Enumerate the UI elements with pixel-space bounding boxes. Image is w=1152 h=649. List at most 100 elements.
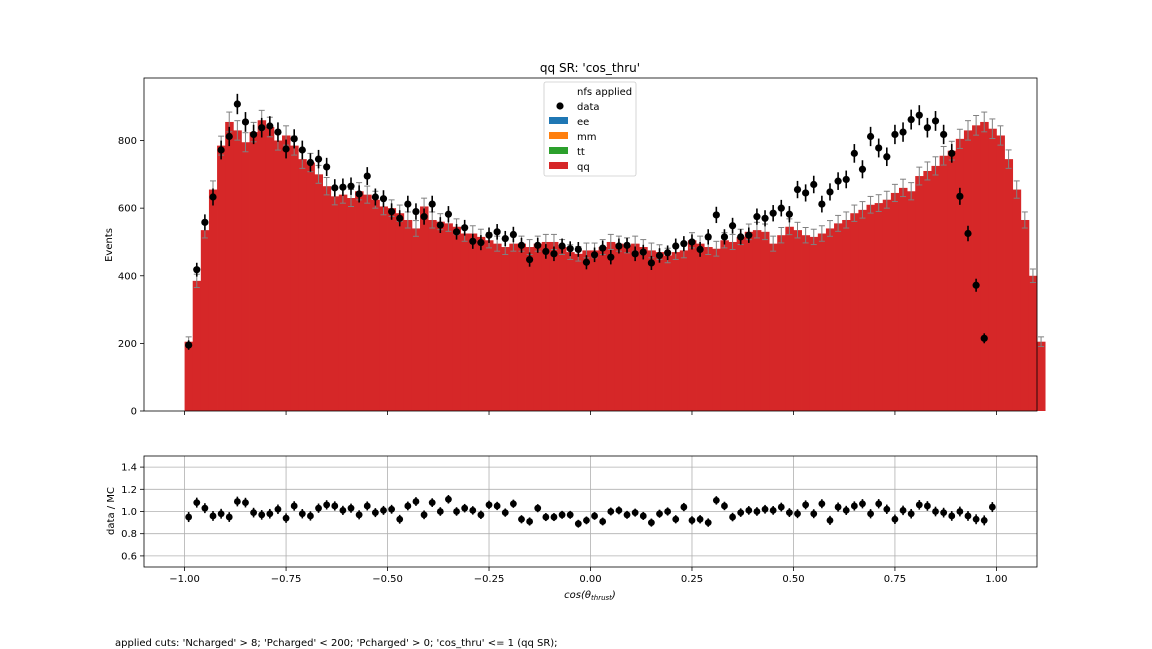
ratio-point [656, 510, 663, 518]
qq-bar [582, 250, 591, 411]
data-point [241, 118, 250, 126]
ratio-point [842, 506, 850, 514]
qq-bar [898, 187, 908, 411]
qq-bar [330, 196, 340, 411]
qq-bar [298, 159, 307, 411]
ratio-point [891, 515, 899, 523]
data-point [493, 228, 501, 236]
qq-bar [257, 120, 267, 411]
ratio-y-tick-label: 1.4 [121, 463, 137, 474]
data-point [777, 204, 785, 212]
mc-error-bar [1013, 180, 1020, 199]
qq-bar [509, 243, 518, 411]
ratio-point [412, 498, 420, 505]
ratio-point [404, 502, 412, 510]
data-point [363, 172, 371, 180]
data-point [193, 266, 201, 274]
x-tick-label: −1.00 [169, 574, 200, 585]
qq-bar [444, 223, 453, 411]
ratio-point [355, 511, 363, 519]
mc-error-bar [932, 156, 939, 176]
data-point [258, 124, 266, 132]
ratio-point [274, 505, 282, 513]
mc-error-bar [940, 145, 947, 166]
main-histogram-panel: qq SR: 'cos_thru' 0 200 400 600 800 Events n… [104, 61, 1046, 418]
mc-error-bar [607, 233, 614, 251]
data-point [388, 207, 396, 216]
data-point [802, 189, 810, 197]
data-point [298, 146, 306, 154]
ratio-point [209, 512, 217, 520]
qq-bar [501, 247, 510, 411]
mc-error-bar [843, 211, 850, 229]
ratio-point [761, 505, 769, 513]
ratio-point [518, 515, 525, 523]
qq-bar [549, 241, 559, 411]
mc-error-bar [900, 178, 907, 198]
ratio-point [607, 508, 615, 515]
qq-bar [403, 219, 413, 411]
data-point [233, 100, 241, 108]
qq-bar [801, 235, 811, 411]
data-point [712, 211, 720, 219]
ratio-point [388, 505, 396, 513]
qq-bar [631, 243, 640, 411]
ratio-point [615, 506, 623, 514]
ratio-point [501, 509, 509, 517]
qq-bar [728, 241, 738, 411]
ratio-point [428, 499, 436, 507]
data-point [899, 128, 907, 136]
data-point [737, 233, 745, 241]
ratio-point [193, 499, 201, 507]
chart-title: qq SR: 'cos_thru' [540, 61, 640, 75]
ratio-point [672, 515, 680, 523]
data-point [209, 193, 217, 201]
legend: nfs applied data ee mm tt qq [543, 81, 637, 177]
qq-bar [639, 247, 648, 411]
qq-bar [379, 206, 388, 411]
legend-title: nfs applied [577, 87, 632, 98]
data-point [891, 130, 899, 139]
ratio-point [964, 512, 972, 520]
qq-bar [785, 226, 794, 411]
mc-error-bar [916, 166, 923, 186]
ratio-point [769, 506, 777, 514]
mc-error-bar [956, 128, 963, 149]
x-axis-label: cos(θthrust) [564, 590, 616, 602]
qq-bar [850, 213, 859, 411]
mc-error-bar [802, 226, 809, 244]
data-point [290, 135, 298, 143]
qq-bar [671, 252, 681, 411]
x-tick-label: 0.50 [782, 574, 804, 585]
qq-bar [306, 162, 315, 411]
qq-bar [225, 121, 234, 411]
x-tick-label: 0.00 [579, 574, 601, 585]
data-point [323, 163, 331, 171]
x-tick-label: 0.75 [884, 574, 906, 585]
data-point [680, 240, 688, 248]
applied-cuts-caption: applied cuts: 'Ncharged' > 8; 'Pcharged'… [115, 638, 558, 649]
qq-bar [712, 248, 721, 411]
x-axis-label-subscript: thrust [591, 594, 612, 602]
ratio-point [436, 508, 444, 515]
ratio-point [875, 500, 883, 508]
qq-bar [233, 130, 242, 412]
qq-bar [598, 247, 608, 411]
ratio-point [712, 497, 720, 504]
data-point [826, 188, 834, 196]
qq-bar [622, 245, 632, 411]
qq-bar [939, 155, 949, 411]
ratio-point [867, 510, 874, 518]
ratio-point [704, 519, 712, 526]
data-point [249, 130, 258, 139]
mc-error-bar [973, 115, 980, 136]
mc-error-bar [891, 183, 898, 203]
ratio-point [802, 501, 810, 509]
qq-bar [882, 199, 892, 411]
data-point [647, 259, 655, 267]
data-point [931, 117, 940, 125]
qq-bar [590, 250, 600, 411]
data-point [761, 214, 769, 222]
qq-bar [988, 128, 997, 411]
qq-bar [947, 150, 957, 411]
